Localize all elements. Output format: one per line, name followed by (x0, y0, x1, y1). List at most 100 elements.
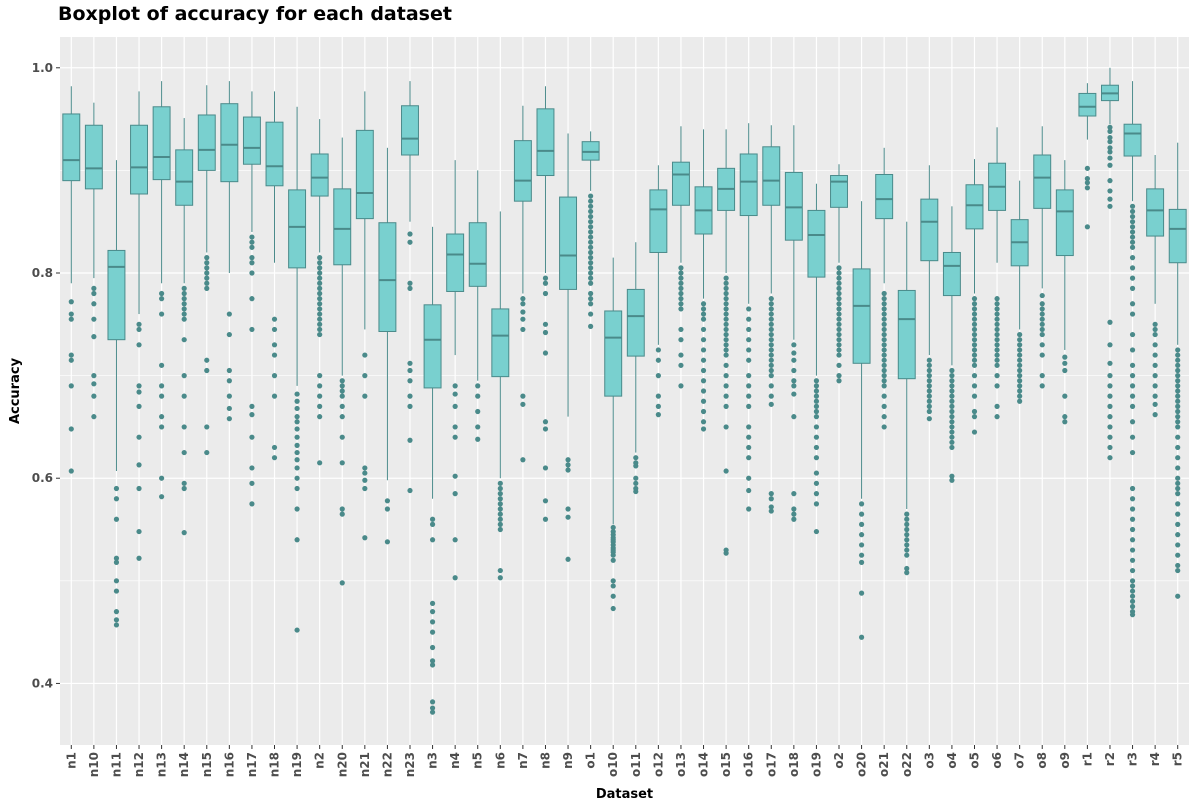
x-tick-label: o1 (584, 752, 598, 769)
outlier-point (1129, 219, 1136, 225)
outlier-point (181, 296, 187, 302)
outlier-point (497, 480, 503, 486)
box-n13 (152, 81, 171, 500)
outlier-point (317, 403, 323, 409)
outlier-point (768, 383, 774, 389)
outlier-point (994, 306, 1000, 312)
outlier-point (542, 329, 549, 336)
outlier-point (971, 429, 978, 435)
outlier-point (1017, 393, 1023, 399)
outlier-point (497, 506, 503, 512)
outlier-point (1062, 419, 1068, 425)
outlier-point (1107, 188, 1113, 194)
outlier-point (791, 391, 797, 397)
outlier-point (1175, 414, 1181, 420)
x-tick-label: n9 (561, 752, 575, 769)
outlier-point (1129, 383, 1136, 389)
outlier-point (904, 532, 910, 538)
outlier-point (588, 255, 594, 261)
outlier-point (926, 403, 932, 409)
outlier-point (1107, 455, 1113, 461)
outlier-point (542, 290, 549, 297)
outlier-point (204, 270, 210, 276)
outlier-point (1152, 331, 1158, 338)
box-r3 (1123, 81, 1142, 618)
outlier-point (723, 347, 729, 353)
iqr-box (423, 304, 442, 389)
outlier-point (317, 326, 323, 333)
outlier-point (181, 530, 187, 536)
iqr-box (739, 153, 758, 217)
outlier-point (994, 414, 1000, 420)
outlier-point (339, 414, 345, 420)
outlier-point (1107, 139, 1113, 145)
outlier-point (407, 285, 413, 291)
outlier-point (407, 280, 413, 286)
outlier-point (700, 367, 707, 374)
outlier-point (339, 460, 345, 466)
x-tick-label: o3 (922, 752, 936, 769)
outlier-point (768, 508, 774, 514)
outlier-point (1129, 285, 1136, 291)
outlier-point (994, 337, 1000, 343)
outlier-point (339, 580, 345, 586)
outlier-point (949, 373, 955, 379)
outlier-point (700, 316, 707, 322)
outlier-point (904, 526, 910, 533)
outlier-point (926, 416, 932, 422)
outlier-point (1175, 593, 1181, 599)
outlier-point (362, 465, 368, 471)
outlier-point (317, 275, 323, 281)
x-tick-label: n23 (403, 752, 417, 777)
outlier-point (91, 334, 97, 340)
outlier-point (181, 306, 187, 312)
outlier-point (813, 528, 820, 535)
box-n18 (265, 91, 284, 461)
outlier-point (949, 403, 955, 409)
outlier-point (881, 316, 887, 322)
outlier-point (294, 426, 300, 432)
outlier-point (1017, 362, 1023, 368)
x-tick-label: o5 (967, 752, 981, 769)
x-axis: n1 n10 n11 n12 n13 n14 n15 n16 n17 n18 n19 n2 n20 n21… (64, 745, 1185, 777)
y-axis: 0.4 0.6 0.8 1.0 (32, 61, 60, 690)
x-axis-title: Dataset (596, 787, 653, 802)
outlier-point (204, 449, 210, 456)
outlier-point (723, 342, 729, 348)
outlier-point (565, 506, 571, 512)
outlier-point (746, 403, 752, 409)
x-tick-label: n6 (493, 752, 507, 769)
outlier-point (1084, 176, 1090, 182)
outlier-point (926, 393, 932, 399)
outlier-point (113, 622, 120, 628)
outlier-point (1107, 373, 1113, 379)
iqr-box (942, 251, 961, 297)
iqr-box (784, 171, 803, 241)
outlier-point (91, 393, 97, 399)
outlier-point (994, 403, 1000, 409)
outlier-point (1107, 134, 1113, 141)
outlier-point (429, 629, 436, 635)
outlier-point (994, 326, 1000, 333)
outlier-point (1107, 360, 1113, 366)
iqr-box (1055, 189, 1074, 257)
outlier-point (588, 270, 594, 276)
y-tick-label: 0.6 (32, 471, 53, 485)
outlier-point (542, 275, 549, 281)
outlier-point (723, 393, 729, 399)
outlier-point (317, 321, 323, 327)
outlier-point (881, 306, 887, 312)
box-o1 (581, 131, 600, 329)
outlier-point (91, 316, 97, 322)
box-n19 (288, 106, 307, 633)
x-tick-label: o22 (900, 752, 914, 777)
box-n17 (242, 91, 261, 507)
outlier-point (1129, 603, 1136, 610)
outlier-point (136, 485, 142, 492)
outlier-point (949, 434, 955, 440)
outlier-point (249, 403, 255, 409)
outlier-point (881, 393, 887, 399)
outlier-point (791, 383, 797, 389)
box-o20 (852, 201, 871, 640)
outlier-point (407, 360, 413, 366)
